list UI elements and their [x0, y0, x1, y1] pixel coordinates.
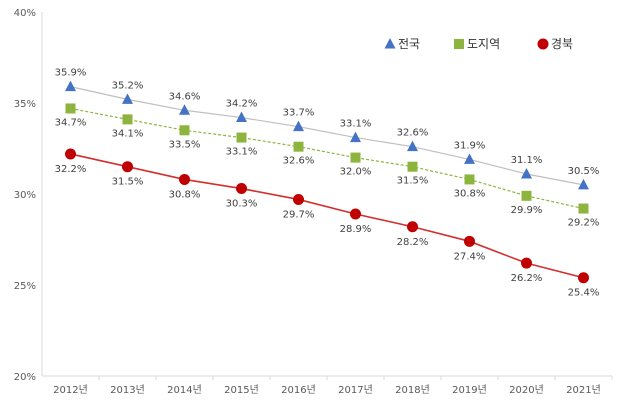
data-label: 27.4% [454, 251, 486, 262]
legend-label: 전국 [398, 37, 420, 51]
square-marker [464, 174, 475, 185]
data-label: 30.8% [454, 188, 486, 199]
series-lines [70, 86, 584, 279]
triangle-marker [384, 38, 396, 49]
series-line-1 [70, 86, 584, 186]
circle-marker [293, 193, 304, 205]
x-tick-label: 2020년 [509, 384, 544, 396]
triangle-marker [464, 153, 475, 164]
y-tick-label: 35% [14, 99, 36, 110]
data-label: 33.7% [283, 108, 315, 119]
series-line-2 [70, 107, 584, 210]
data-label: 29.9% [511, 205, 543, 216]
circle-marker [65, 148, 76, 160]
triangle-marker [236, 111, 247, 123]
axes: 20% 25% 30% 35% 40% 2012년 2013년 2014년 2015년 2016년… [14, 8, 613, 396]
data-label: 34.1% [112, 128, 144, 139]
x-tick-label: 2019년 [452, 384, 487, 396]
x-tick-label: 2014년 [167, 384, 202, 396]
data-label: 31.5% [112, 177, 144, 188]
square-marker [122, 114, 133, 125]
data-label: 34.2% [226, 99, 258, 110]
data-label: 34.6% [169, 91, 201, 102]
data-labels: 35.9% 35.2% 34.6% 34.2% 33.7% 33.1% 32.6% 31.9%… [55, 68, 600, 299]
data-label: 32.2% [55, 164, 87, 175]
y-tick-label: 25% [14, 281, 36, 292]
legend: 전국 도지역 경북 [384, 37, 573, 51]
y-tick-label: 30% [14, 190, 36, 201]
data-label: 28.2% [397, 237, 429, 248]
data-label: 31.1% [511, 155, 543, 166]
x-tick-label: 2015년 [224, 384, 259, 396]
square-marker [236, 132, 247, 143]
data-label: 33.1% [226, 147, 258, 158]
square-marker [293, 141, 304, 152]
data-label: 32.6% [283, 156, 315, 167]
triangle-marker [179, 104, 190, 115]
circle-marker [537, 38, 549, 50]
square-marker [578, 203, 589, 214]
data-label: 29.7% [283, 209, 315, 220]
triangle-marker [521, 167, 532, 179]
circle-marker [521, 257, 532, 269]
square-marker [407, 161, 418, 172]
data-label: 30.3% [226, 199, 258, 210]
square-marker [454, 39, 464, 49]
data-label: 26.2% [511, 273, 543, 284]
x-tick-label: 2016년 [281, 384, 316, 396]
data-label: 25.4% [568, 288, 600, 299]
triangle-marker [293, 120, 304, 132]
series-markers [65, 80, 589, 284]
data-label: 33.5% [169, 139, 201, 150]
y-tick-label: 20% [14, 372, 36, 383]
y-tick-label: 40% [14, 8, 36, 19]
x-tick-label: 2012년 [53, 384, 88, 396]
circle-marker [578, 272, 589, 284]
data-label: 30.8% [169, 189, 201, 200]
triangle-marker [65, 80, 76, 92]
data-label: 30.5% [568, 166, 600, 177]
data-label: 34.7% [55, 117, 87, 128]
triangle-marker [578, 178, 589, 190]
triangle-marker [122, 93, 133, 104]
data-label: 31.9% [454, 140, 486, 151]
data-label: 29.2% [568, 218, 600, 229]
data-label: 35.2% [112, 80, 144, 91]
data-label: 33.1% [340, 119, 372, 130]
legend-label: 도지역 [467, 37, 500, 51]
legend-label: 경북 [551, 37, 573, 51]
data-label: 31.5% [397, 176, 429, 187]
x-tick-label: 2013년 [110, 384, 145, 396]
circle-marker [179, 173, 190, 185]
circle-marker [350, 208, 361, 220]
circle-marker [407, 221, 418, 233]
triangle-marker [407, 140, 418, 152]
data-label: 35.9% [55, 68, 87, 79]
circle-marker [236, 183, 247, 195]
circle-marker [464, 235, 475, 247]
x-tick-label: 2018년 [395, 384, 430, 396]
x-tick-label: 2017년 [338, 384, 373, 396]
square-marker [179, 125, 190, 136]
series-line-3 [70, 153, 584, 279]
square-marker [521, 190, 532, 201]
data-label: 32.6% [397, 128, 429, 139]
data-label: 32.0% [340, 167, 372, 178]
data-label: 28.9% [340, 224, 372, 235]
circle-marker [122, 161, 133, 173]
square-marker [65, 103, 76, 114]
triangle-marker [350, 131, 361, 143]
square-marker [350, 152, 361, 163]
x-tick-label: 2021년 [566, 384, 601, 396]
